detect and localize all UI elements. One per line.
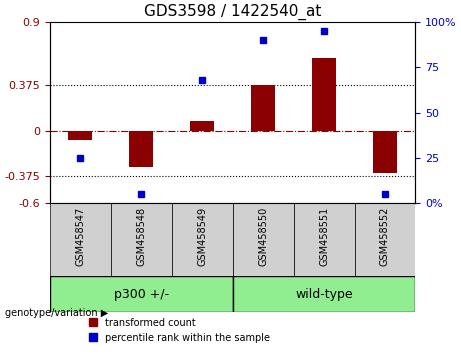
FancyBboxPatch shape [294, 203, 355, 276]
Bar [190, 121, 214, 131]
FancyBboxPatch shape [111, 203, 171, 276]
Bar [312, 58, 336, 131]
Title: GDS3598 / 1422540_at: GDS3598 / 1422540_at [144, 4, 321, 21]
Text: GSM458552: GSM458552 [380, 207, 390, 266]
Bar [68, 131, 92, 141]
FancyBboxPatch shape [232, 203, 294, 276]
Text: p300 +/-: p300 +/- [113, 288, 169, 301]
Bar [373, 131, 397, 173]
Text: genotype/variation ▶: genotype/variation ▶ [5, 308, 108, 318]
Text: GSM458548: GSM458548 [136, 207, 146, 266]
FancyBboxPatch shape [50, 203, 111, 276]
Text: GSM458547: GSM458547 [75, 207, 85, 266]
Legend: transformed count, percentile rank within the sample: transformed count, percentile rank withi… [84, 314, 274, 347]
Text: GSM458551: GSM458551 [319, 207, 329, 266]
FancyBboxPatch shape [171, 203, 232, 276]
Text: GSM458550: GSM458550 [258, 207, 268, 266]
Bar [251, 85, 275, 131]
FancyBboxPatch shape [232, 276, 415, 312]
FancyBboxPatch shape [50, 276, 232, 312]
Text: wild-type: wild-type [295, 288, 353, 301]
Text: GSM458549: GSM458549 [197, 207, 207, 266]
Bar [129, 131, 154, 167]
FancyBboxPatch shape [355, 203, 415, 276]
